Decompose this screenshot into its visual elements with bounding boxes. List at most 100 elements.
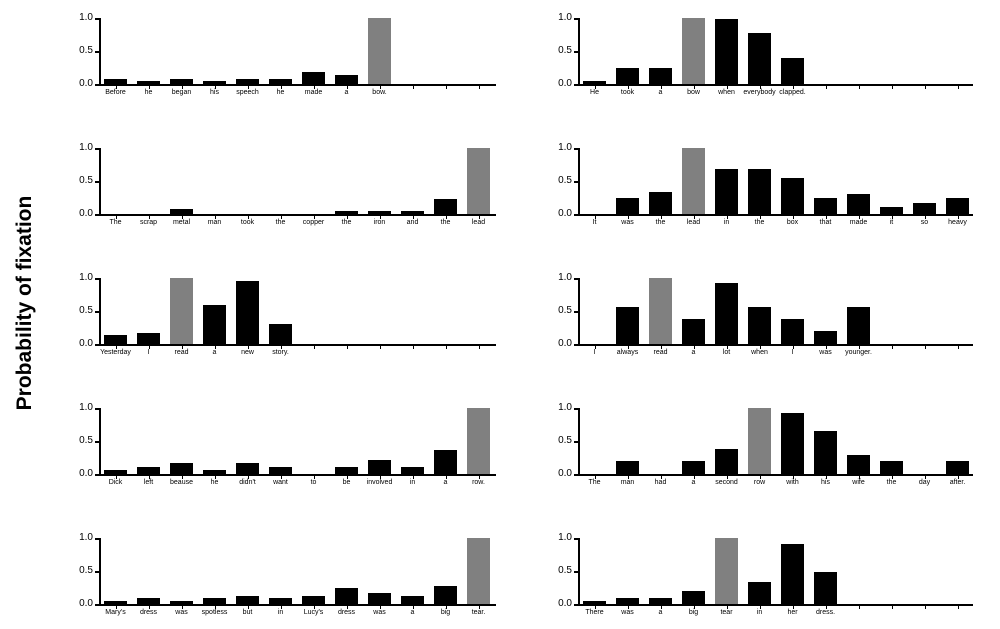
target-word-bar xyxy=(649,278,672,344)
word-bar xyxy=(616,197,639,214)
word-bar xyxy=(269,466,292,474)
x-tick xyxy=(858,215,860,219)
y-tick-label: 1.0 xyxy=(558,12,572,23)
target-word-bar xyxy=(467,148,490,214)
x-tick xyxy=(924,215,926,219)
word-bar xyxy=(170,79,193,84)
word-bar xyxy=(616,598,639,604)
word-bar xyxy=(137,81,160,84)
x-tick xyxy=(693,215,695,219)
x-tick xyxy=(627,85,629,89)
x-tick xyxy=(445,215,447,219)
word-bar xyxy=(401,210,424,214)
y-axis xyxy=(578,18,580,85)
y-tick xyxy=(574,344,578,346)
x-tick xyxy=(247,475,249,479)
x-axis xyxy=(99,214,496,216)
x-tick-label: the xyxy=(754,219,765,226)
x-tick-label: a xyxy=(691,479,696,486)
x-tick-label: after. xyxy=(949,479,966,486)
y-tick xyxy=(574,538,578,540)
x-tick-label: was xyxy=(819,349,832,356)
x-tick-label: iron xyxy=(373,219,386,226)
x-tick-label: Dick xyxy=(108,479,123,486)
x-tick xyxy=(792,605,794,609)
x-tick-label: read xyxy=(653,349,668,356)
y-tick-label: 0.0 xyxy=(79,208,93,219)
word-bar xyxy=(715,448,738,474)
x-tick xyxy=(214,605,216,609)
x-tick xyxy=(412,85,414,89)
word-bar xyxy=(269,598,292,604)
word-bar xyxy=(368,593,391,604)
y-tick-label: 1.0 xyxy=(558,532,572,543)
x-tick xyxy=(759,605,761,609)
y-tick xyxy=(95,214,99,216)
x-tick-label: made xyxy=(304,89,323,96)
word-bar xyxy=(715,169,738,214)
x-tick xyxy=(594,475,596,479)
y-axis xyxy=(578,278,580,345)
target-word-bar xyxy=(715,538,738,604)
x-tick xyxy=(825,215,827,219)
y-tick xyxy=(95,604,99,606)
x-tick xyxy=(726,85,728,89)
x-tick-label: dress. xyxy=(815,609,836,616)
x-tick xyxy=(924,475,926,479)
word-bar xyxy=(649,598,672,604)
x-tick-label: dress xyxy=(139,609,158,616)
x-tick-label: tear xyxy=(720,609,733,616)
x-tick xyxy=(660,345,662,349)
word-bar xyxy=(880,206,903,214)
x-tick-label: began xyxy=(171,89,192,96)
word-bar xyxy=(335,588,358,604)
word-bar xyxy=(269,79,292,84)
y-tick-label: 0.5 xyxy=(79,175,93,186)
x-tick xyxy=(891,605,893,609)
word-bar xyxy=(814,331,837,344)
word-bar xyxy=(137,466,160,474)
x-tick xyxy=(247,215,249,219)
x-tick-label: metal xyxy=(172,219,191,226)
word-bar xyxy=(715,283,738,344)
word-bar xyxy=(203,598,226,604)
y-tick xyxy=(95,344,99,346)
x-tick-label: wife xyxy=(852,479,865,486)
x-tick xyxy=(247,345,249,349)
x-tick-label: he xyxy=(144,89,153,96)
target-word-bar xyxy=(368,18,391,84)
x-tick-label: row. xyxy=(472,479,485,486)
x-tick-label: new xyxy=(241,349,254,356)
x-tick xyxy=(759,475,761,479)
y-tick-label: 0.0 xyxy=(558,78,572,89)
x-tick-label: speech xyxy=(236,89,259,96)
x-tick xyxy=(660,475,662,479)
y-tick xyxy=(95,181,99,183)
y-tick-label: 0.0 xyxy=(558,598,572,609)
word-bar xyxy=(913,203,936,214)
word-bar xyxy=(814,431,837,474)
x-tick xyxy=(214,475,216,479)
word-bar xyxy=(946,197,969,214)
y-tick-label: 1.0 xyxy=(79,272,93,283)
x-tick-label: Before xyxy=(105,89,126,96)
x-tick-label: a xyxy=(344,89,349,96)
x-tick xyxy=(759,215,761,219)
x-tick xyxy=(627,605,629,609)
x-tick xyxy=(726,475,728,479)
x-tick-label: to xyxy=(310,479,317,486)
y-tick-label: 0.5 xyxy=(79,435,93,446)
y-axis xyxy=(578,538,580,605)
word-bar xyxy=(781,58,804,84)
x-tick xyxy=(115,85,117,89)
x-axis xyxy=(99,604,496,606)
x-tick xyxy=(115,215,117,219)
word-bar xyxy=(616,67,639,84)
x-tick xyxy=(247,605,249,609)
x-tick-label: tear. xyxy=(471,609,486,616)
y-tick-label: 0.5 xyxy=(558,305,572,316)
word-bar xyxy=(236,280,259,344)
word-bar xyxy=(170,208,193,214)
word-bar xyxy=(946,460,969,474)
x-tick xyxy=(313,345,315,349)
